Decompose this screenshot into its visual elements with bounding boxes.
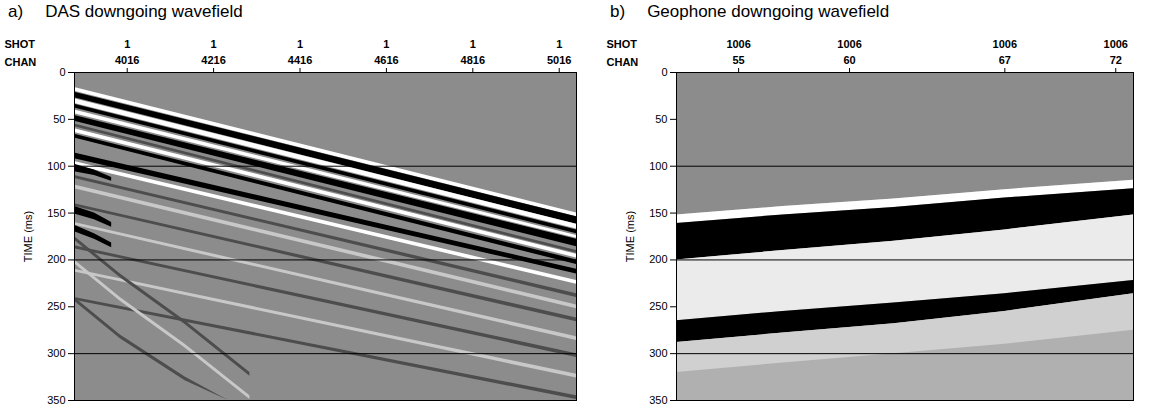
html-text:b): b): [610, 2, 626, 21]
svg-text:100: 100: [47, 160, 65, 172]
svg-text:1: 1: [383, 38, 389, 50]
svg-text:67: 67: [999, 54, 1011, 66]
svg-text:SHOT: SHOT: [607, 38, 638, 50]
svg-text:4216: 4216: [201, 54, 225, 66]
svg-text:1006: 1006: [993, 38, 1017, 50]
svg-text:55: 55: [732, 54, 744, 66]
svg-text:1006: 1006: [726, 38, 750, 50]
svg-text:1: 1: [556, 38, 562, 50]
svg-text:200: 200: [649, 253, 667, 265]
svg-text:300: 300: [47, 347, 65, 359]
svg-text:150: 150: [47, 207, 65, 219]
svg-text:4816: 4816: [461, 54, 485, 66]
svg-text:200: 200: [47, 253, 65, 265]
svg-text:0: 0: [661, 66, 667, 78]
svg-text:100: 100: [649, 160, 667, 172]
svg-text:1006: 1006: [1104, 38, 1128, 50]
svg-text:1: 1: [124, 38, 130, 50]
svg-text:60: 60: [843, 54, 855, 66]
svg-text:50: 50: [53, 113, 65, 125]
svg-text:4616: 4616: [374, 54, 398, 66]
svg-text:4016: 4016: [115, 54, 139, 66]
svg-text:1: 1: [297, 38, 303, 50]
svg-text:250: 250: [47, 300, 65, 312]
svg-text:350: 350: [649, 394, 667, 406]
svg-text:5016: 5016: [547, 54, 571, 66]
svg-text:CHAN: CHAN: [607, 56, 639, 68]
svg-text:300: 300: [649, 347, 667, 359]
html-text:DAS downgoing wavefield: DAS downgoing wavefield: [45, 2, 243, 21]
svg-text:72: 72: [1110, 54, 1122, 66]
svg-text:TIME (ms): TIME (ms): [624, 211, 636, 262]
svg-text:4416: 4416: [288, 54, 312, 66]
svg-text:TIME (ms): TIME (ms): [22, 211, 34, 262]
svg-text:1: 1: [470, 38, 476, 50]
svg-text:50: 50: [655, 113, 667, 125]
svg-text:350: 350: [47, 394, 65, 406]
svg-text:CHAN: CHAN: [5, 56, 37, 68]
svg-text:1: 1: [211, 38, 217, 50]
html-text:a): a): [8, 2, 24, 21]
svg-text:SHOT: SHOT: [5, 38, 36, 50]
svg-text:250: 250: [649, 300, 667, 312]
svg-text:0: 0: [59, 66, 65, 78]
svg-text:150: 150: [649, 207, 667, 219]
html-text:Geophone downgoing wavefield: Geophone downgoing wavefield: [647, 2, 890, 21]
svg-text:1006: 1006: [837, 38, 861, 50]
